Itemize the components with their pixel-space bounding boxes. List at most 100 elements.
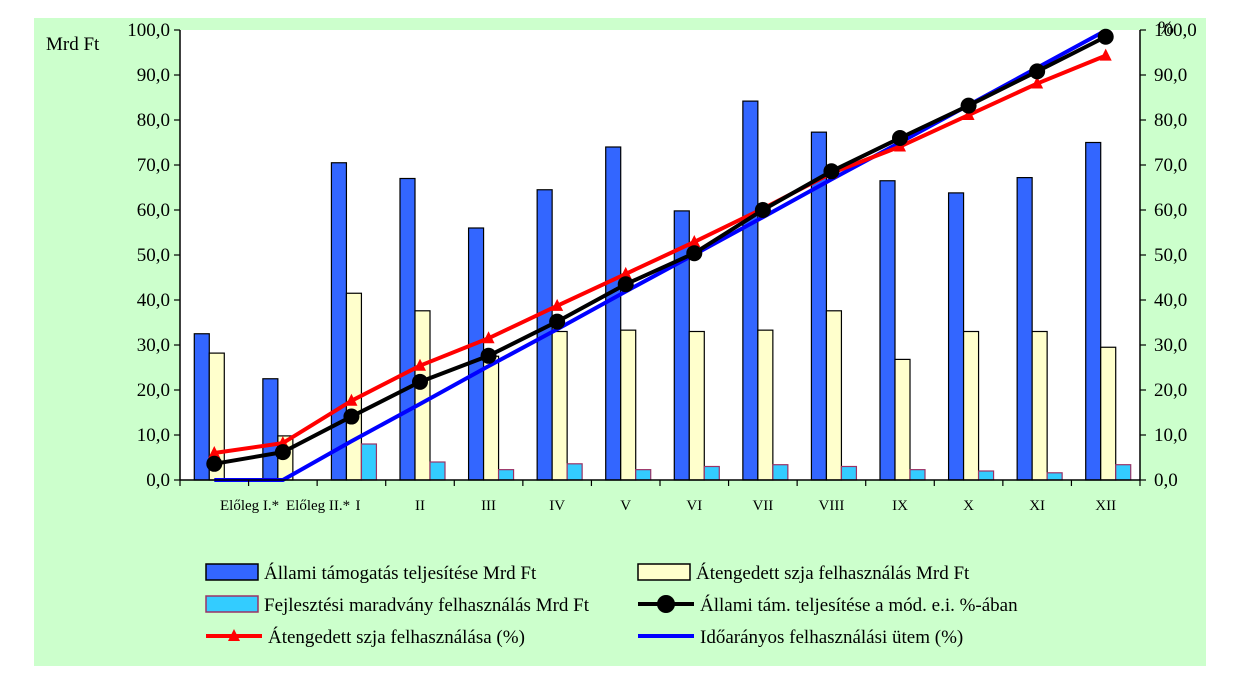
legend-label-allami-pct: Állami tám. teljesítése a mód. e.i. %-áb…: [700, 594, 1018, 616]
point-szja-pct-6: [619, 266, 632, 279]
y-tick-label-left: 0,0: [146, 470, 170, 491]
legend-label-idoaranyos: Időarányos felhasználási ütem (%): [700, 627, 963, 648]
y2-tick-label-right: 30,0: [1154, 335, 1187, 356]
bar-allami-10: [879, 180, 896, 481]
legend-label-fejlesztesi: Fejlesztési maradvány felhasználás Mrd F…: [264, 595, 590, 616]
bar-allami-2: [330, 162, 348, 481]
bar-fejlesztesi-10: [909, 469, 926, 481]
bar-allami-0: [193, 333, 210, 481]
y2-tick-label-right: 40,0: [1154, 290, 1187, 311]
y2-tick-label-right: 80,0: [1154, 110, 1187, 131]
y2-tick-label-right: 10,0: [1154, 425, 1187, 446]
point-allami-pct-5: [549, 313, 566, 330]
point-allami-pct-1: [274, 444, 291, 461]
point-allami-pct-3: [412, 373, 428, 390]
bar-fejlesztesi-3: [429, 461, 446, 481]
y-tick-label-left: 100,0: [127, 20, 170, 41]
bar-fejlesztesi-13: [1115, 464, 1132, 481]
point-allami-pct-6: [617, 276, 634, 293]
axes-layer: 0,0 0,0 10,0 10,0 20,0 20,0 30,0 30,0 40,0 40,0 50…: [127, 20, 1197, 514]
point-allami-pct-13: [1097, 28, 1114, 45]
point-szja-pct-12: [1031, 76, 1044, 89]
legend-marker-szja-pct: [228, 629, 240, 641]
line-allami-pct: [213, 34, 1107, 466]
legend-swatch-szja: [637, 563, 691, 581]
bar-szja-10: [894, 358, 911, 481]
line-szja-pct: [213, 53, 1107, 455]
y2-tick-label-right: 90,0: [1154, 65, 1187, 86]
x-tick-label: VIII: [819, 498, 845, 514]
bar-fejlesztesi-11: [977, 470, 995, 481]
bar-szja-11: [962, 330, 980, 481]
bar-allami-13: [1085, 141, 1102, 481]
point-allami-pct-2: [343, 408, 360, 425]
y-axis-label: Mrd Ft: [46, 34, 100, 55]
bar-fejlesztesi-4: [497, 469, 515, 481]
x-tick-label: II: [415, 498, 425, 514]
lines-layer: [206, 28, 1114, 482]
bar-szja-5: [551, 330, 568, 481]
x-tick-label: XI: [1029, 498, 1045, 514]
y-tick-label-left: 30,0: [137, 335, 170, 356]
point-allami-pct-8: [754, 202, 771, 218]
point-allami-pct-0: [206, 455, 223, 472]
point-szja-pct-7: [688, 234, 701, 247]
x-tick-label: X: [963, 498, 974, 514]
bar-szja-12: [1031, 330, 1048, 481]
point-szja-pct-5: [551, 298, 564, 311]
bar-allami-11: [947, 192, 965, 481]
bar-fejlesztesi-9: [840, 465, 858, 481]
point-allami-pct-11: [960, 97, 977, 114]
bar-fejlesztesi-2: [360, 443, 378, 481]
bar-allami-12: [1016, 177, 1033, 481]
x-tick-label: XII: [1095, 498, 1116, 514]
point-szja-pct-4: [482, 331, 495, 344]
bar-szja-4: [482, 355, 500, 481]
y2-tick-label-right: 100,0: [1154, 20, 1197, 41]
y-tick-label-left: 10,0: [137, 425, 170, 446]
bar-fejlesztesi-7: [703, 465, 720, 481]
plot-area: [180, 30, 1140, 480]
y-tick-label-left: 40,0: [137, 290, 170, 311]
bar-allami-6: [605, 146, 622, 481]
bar-szja-13: [1100, 346, 1117, 481]
x-tick-label: Előleg I.*: [220, 498, 279, 514]
legend: Állami támogatás teljesítése Mrd Ft Áteng…: [205, 562, 1018, 648]
y-tick-label-left: 50,0: [137, 245, 170, 266]
point-allami-pct-7: [686, 245, 703, 262]
bar-allami-1: [262, 378, 279, 481]
y-tick-label-left: 70,0: [137, 155, 170, 176]
y2-tick-label-right: 50,0: [1154, 245, 1187, 266]
y-tick-label-left: 80,0: [137, 110, 170, 131]
bar-szja-3: [414, 310, 431, 481]
bar-szja-7: [688, 330, 705, 481]
x-tick-label: III: [481, 498, 496, 514]
bar-szja-8: [757, 329, 774, 481]
y-tick-label-left: 60,0: [137, 200, 170, 221]
x-tick-label: IX: [892, 498, 908, 514]
legend-label-szja: Átengedett szja felhasználás Mrd Ft: [696, 562, 970, 584]
x-tick-label: V: [620, 498, 631, 514]
bar-szja-9: [825, 310, 843, 481]
point-szja-pct-13: [1099, 48, 1112, 61]
x-tick-label: I: [356, 498, 361, 514]
point-allami-pct-10: [892, 130, 908, 146]
bar-allami-8: [742, 100, 759, 481]
legend-label-allami: Állami támogatás teljesítése Mrd Ft: [264, 562, 537, 584]
y2-tick-label-right: 60,0: [1154, 200, 1187, 221]
x-tick-label: Előleg II.*: [286, 498, 350, 514]
y2-tick-label-right: 70,0: [1154, 155, 1187, 176]
y-tick-label-left: 90,0: [137, 65, 170, 86]
point-szja-pct-0: [208, 446, 221, 458]
point-allami-pct-9: [823, 163, 840, 180]
point-allami-pct-12: [1029, 63, 1046, 80]
legend-swatch-fejlesztesi: [205, 595, 259, 613]
bar-szja-6: [620, 329, 637, 481]
bar-fejlesztesi-5: [566, 463, 583, 481]
bar-fejlesztesi-8: [772, 464, 789, 481]
legend-marker-allami-pct: [657, 595, 675, 613]
point-szja-pct-2: [345, 393, 358, 406]
y-tick-label-left: 20,0: [137, 380, 170, 401]
